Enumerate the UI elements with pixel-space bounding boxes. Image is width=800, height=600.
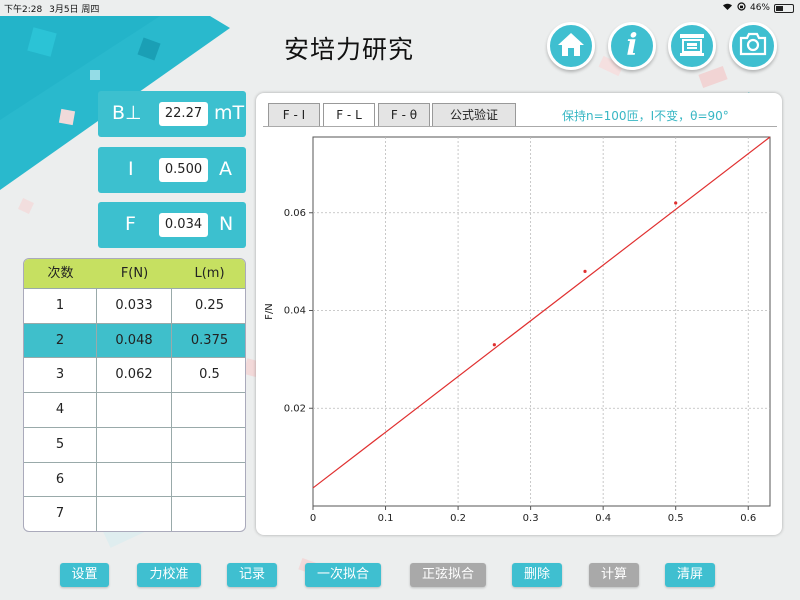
force-length-chart: 00.10.20.30.40.50.60.020.040.06L/mF/N	[264, 136, 771, 524]
status-date: 3月5日 周四	[49, 5, 100, 15]
cell-length: 0.25	[195, 298, 224, 313]
clear-button[interactable]: 清屏	[665, 563, 715, 587]
rotation-lock-icon	[737, 2, 746, 14]
param-force: F 0.034 N	[98, 202, 246, 248]
x-tick-label: 0.5	[668, 513, 684, 524]
y-axis-label: F/N	[264, 303, 275, 320]
cell-count: 3	[24, 358, 97, 393]
plot-area	[312, 136, 771, 507]
linear-fit-button[interactable]: 一次拟合	[305, 563, 381, 587]
param-i-label: I	[128, 158, 134, 180]
param-current: I 0.500 A	[98, 147, 246, 193]
cell-length	[172, 463, 245, 497]
cell-length	[172, 428, 245, 462]
status-time: 下午2:28	[4, 5, 43, 15]
table-row[interactable]: 4	[24, 392, 245, 428]
tab-note: 保持n=100匝，I不变，θ=90°	[562, 109, 729, 123]
tab-f-l[interactable]: F - L	[323, 103, 375, 127]
y-tick-label: 0.02	[284, 403, 306, 414]
cell-force: 0.033	[97, 289, 172, 323]
cell-length	[172, 497, 245, 531]
table-row[interactable]: 2 0.048 0.375	[24, 322, 245, 358]
tab-f-theta[interactable]: F - θ	[378, 103, 430, 127]
status-time-date: 下午2:28 3月5日 周四	[4, 2, 99, 15]
cell-length	[172, 393, 245, 427]
cell-count: 5	[24, 427, 97, 462]
sine-fit-button[interactable]: 正弦拟合	[410, 563, 486, 587]
table-row[interactable]: 5	[24, 426, 245, 462]
delete-button[interactable]: 删除	[512, 563, 562, 587]
data-point	[492, 343, 496, 347]
battery-percent: 46%	[749, 3, 770, 13]
camera-button[interactable]	[729, 22, 777, 70]
data-table: 次数 F(N) L(m) 1 0.033 0.25 2 0.048 0.375 3 0.062…	[23, 258, 246, 532]
battery-icon	[774, 3, 794, 13]
camera-icon	[738, 31, 768, 61]
record-button[interactable]: 记录	[227, 563, 277, 587]
param-i-value[interactable]: 0.500	[159, 158, 208, 182]
wifi-icon	[722, 2, 733, 14]
param-f-unit: N	[219, 213, 234, 235]
param-b-label: B⊥	[112, 102, 142, 124]
apparatus-button[interactable]	[668, 22, 716, 70]
cell-force: 0.048	[97, 323, 172, 358]
cell-count: 1	[24, 289, 97, 323]
calculate-button[interactable]: 计算	[589, 563, 639, 587]
y-tick-label: 0.04	[284, 306, 306, 317]
cell-force	[97, 393, 172, 428]
table-row[interactable]: 1 0.033 0.25	[24, 288, 245, 323]
param-f-label: F	[125, 213, 136, 235]
apparatus-icon	[677, 30, 707, 62]
status-bar: 下午2:28 3月5日 周四 46%	[0, 0, 800, 16]
force-calibrate-button[interactable]: 力校准	[137, 563, 201, 587]
data-point	[674, 201, 678, 205]
tab-divider	[263, 126, 777, 127]
cell-length: 0.5	[199, 367, 220, 383]
table-row[interactable]: 6	[24, 461, 245, 497]
table-row[interactable]: 3 0.062 0.5	[24, 357, 245, 393]
cell-count: 4	[24, 393, 97, 428]
x-tick-label: 0.2	[450, 513, 466, 524]
param-i-unit: A	[219, 158, 232, 180]
cell-count: 6	[24, 462, 97, 497]
x-tick-label: 0.4	[595, 513, 611, 524]
header-force: F(N)	[120, 266, 149, 281]
tab-f-i[interactable]: F - I	[268, 103, 320, 127]
cell-force	[97, 497, 172, 531]
info-button[interactable]: i	[608, 22, 656, 70]
cell-length: 0.375	[190, 332, 229, 348]
x-tick-label: 0.6	[740, 513, 756, 524]
fit-line	[312, 136, 771, 489]
tab-formula[interactable]: 公式验证	[432, 103, 516, 127]
param-b-field: B⊥ 22.27 mT	[98, 91, 246, 137]
info-icon: i	[626, 28, 638, 63]
cell-force	[97, 462, 172, 497]
param-f-value[interactable]: 0.034	[159, 213, 208, 237]
cell-count: 2	[24, 323, 97, 358]
table-row[interactable]: 7	[24, 496, 245, 531]
x-tick-label: 0.3	[523, 513, 539, 524]
data-point	[583, 269, 587, 274]
x-tick-label: 0	[310, 513, 316, 524]
table-header: 次数 F(N) L(m)	[24, 259, 245, 288]
y-tick-label: 0.06	[284, 208, 306, 219]
cell-force	[97, 427, 172, 462]
home-icon	[556, 30, 586, 62]
param-b-unit: mT	[214, 102, 245, 124]
header-count: 次数	[47, 266, 74, 281]
param-b-value[interactable]: 22.27	[159, 102, 208, 126]
page-title: 安培力研究	[284, 35, 415, 64]
cell-force: 0.062	[97, 358, 172, 393]
x-tick-label: 0.1	[378, 513, 394, 524]
status-indicators: 46%	[722, 2, 794, 14]
settings-button[interactable]: 设置	[60, 563, 109, 587]
header-length: L(m)	[194, 266, 225, 281]
cell-count: 7	[24, 497, 97, 531]
home-button[interactable]	[547, 22, 595, 70]
